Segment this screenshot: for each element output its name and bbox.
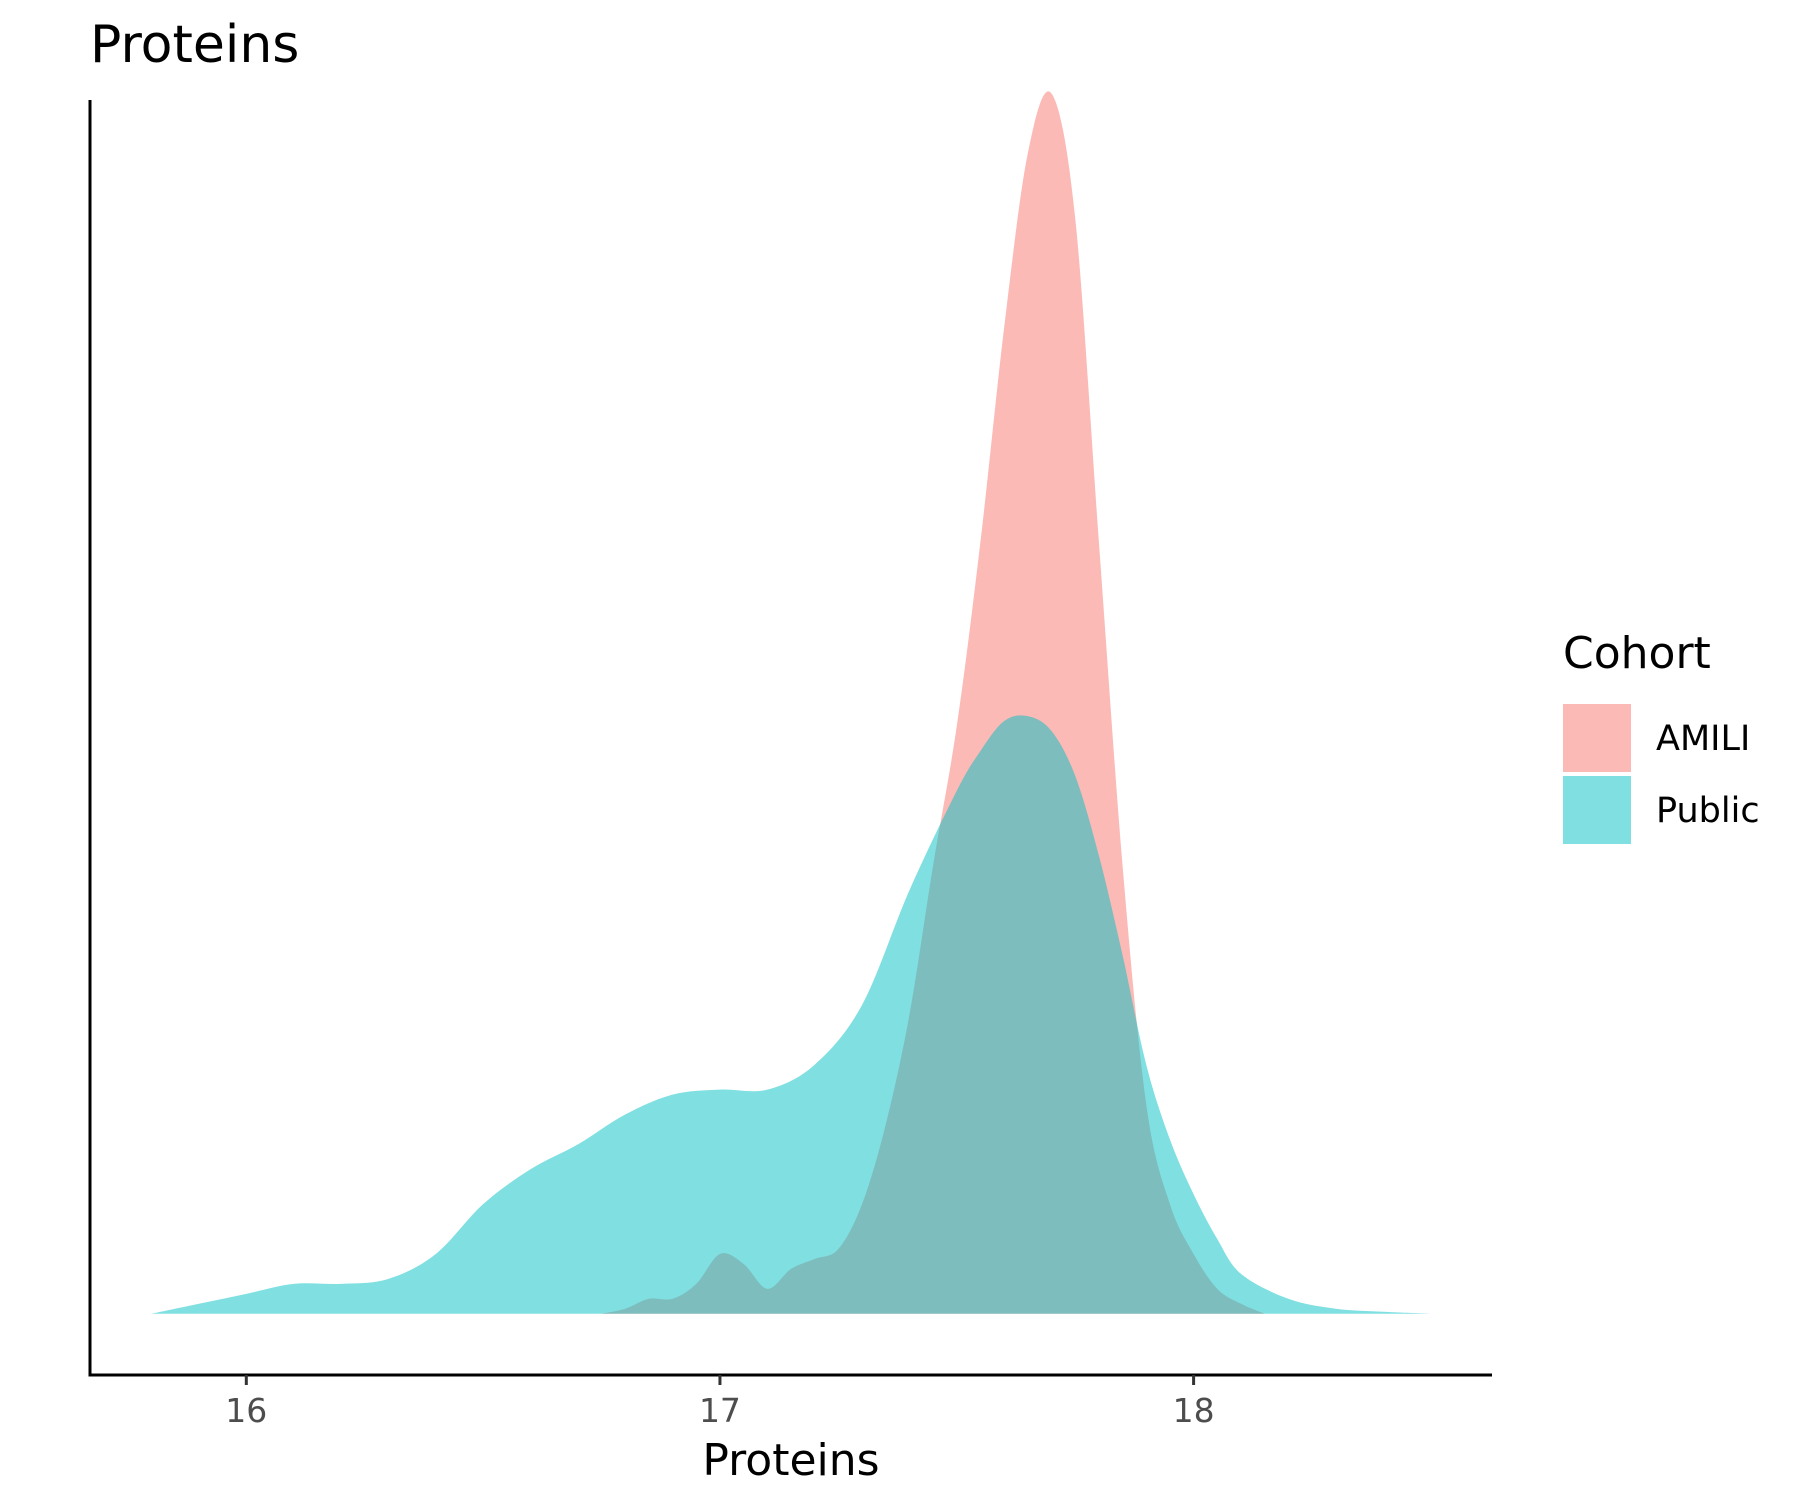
legend-label-amili: AMILI: [1656, 719, 1750, 759]
legend-items: AMILI Public: [1563, 704, 1760, 844]
density-area-public: [151, 715, 1431, 1314]
x-axis-title: Proteins: [702, 1435, 879, 1486]
x-tick-label: 17: [699, 1391, 741, 1430]
legend-key-amili: [1563, 704, 1631, 772]
legend-label-public: Public: [1656, 791, 1760, 831]
density-series-group: [151, 91, 1431, 1314]
legend-title: Cohort: [1563, 628, 1711, 679]
x-tick-label: 18: [1173, 1391, 1215, 1430]
legend-key-public: [1563, 776, 1631, 844]
chart-title: Proteins: [90, 15, 299, 75]
x-tick-label: 16: [225, 1391, 267, 1430]
legend: Cohort AMILI Public: [1563, 628, 1760, 844]
x-axis-ticks: 16 17 18: [225, 1375, 1215, 1430]
